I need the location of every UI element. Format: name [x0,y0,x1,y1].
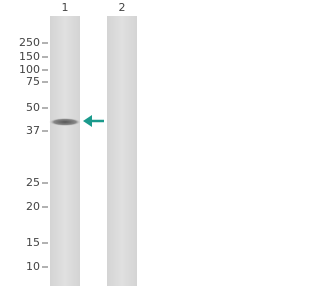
marker-label: 75 [26,75,40,88]
marker-label: 50 [26,101,40,114]
lane-2 [107,16,137,286]
marker-label: 100 [19,63,40,76]
lane-label: 1 [62,1,69,14]
marker-label: 25 [26,176,40,189]
marker-label: 250 [19,36,40,49]
lane-1 [50,16,80,286]
arrow [83,115,104,127]
lane-label: 2 [119,1,126,14]
marker-label: 150 [19,50,40,63]
marker-label: 10 [26,260,40,273]
marker-label: 15 [26,236,40,249]
marker-label: 20 [26,200,40,213]
marker-label: 37 [26,124,40,137]
protein-band [49,118,81,126]
